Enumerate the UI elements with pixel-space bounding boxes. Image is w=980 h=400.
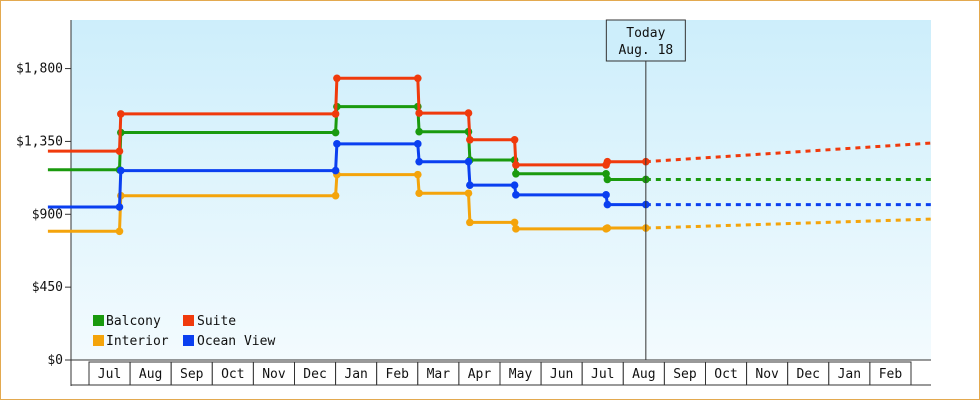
- data-point: [464, 189, 473, 198]
- data-point: [415, 189, 423, 198]
- data-point: [414, 74, 422, 83]
- legend-label-suite: Suite: [197, 314, 236, 329]
- data-point: [466, 218, 474, 227]
- legend-swatch-balcony: [93, 315, 104, 326]
- data-point: [331, 128, 340, 137]
- data-point: [466, 181, 474, 189]
- x-tick-label: Oct: [221, 367, 244, 382]
- legend-swatch-interior: [93, 335, 104, 346]
- x-tick-label: Feb: [879, 367, 903, 382]
- data-point: [464, 109, 473, 117]
- legend-label-ocean-view: Ocean View: [197, 334, 275, 349]
- data-point: [512, 170, 520, 178]
- x-tick-label: Aug: [632, 367, 655, 382]
- legend-label-balcony: Balcony: [106, 314, 161, 329]
- legend: Balcony Suite Interior Ocean View: [93, 314, 275, 349]
- data-point: [115, 227, 124, 236]
- data-point: [115, 147, 124, 155]
- x-tick-label: May: [509, 367, 533, 382]
- x-tick-label: Jun: [550, 367, 573, 382]
- x-tick-label: Jan: [344, 367, 367, 382]
- x-tick-label: Nov: [755, 367, 779, 382]
- legend-swatch-suite: [183, 315, 194, 326]
- y-tick-label: $1,350: [16, 134, 63, 149]
- data-point: [512, 161, 520, 169]
- data-point: [603, 224, 612, 232]
- series-ocean-view: [47, 140, 931, 211]
- data-point: [117, 166, 125, 175]
- y-tick-label: $1,800: [16, 62, 63, 77]
- data-point: [415, 157, 423, 166]
- data-point: [331, 110, 340, 118]
- y-tick-label: $900: [32, 207, 63, 222]
- series-suite: [47, 74, 932, 169]
- data-point: [512, 191, 520, 199]
- x-tick-label: Oct: [714, 367, 737, 382]
- month-cell: [869, 361, 912, 386]
- data-point: [117, 110, 125, 118]
- x-tick-label: Feb: [386, 367, 410, 382]
- x-tick-label: Jul: [591, 367, 614, 382]
- x-tick-label: Jul: [98, 367, 121, 382]
- x-tick-label: Aug: [139, 367, 162, 382]
- data-point: [333, 140, 341, 148]
- data-point: [331, 166, 340, 175]
- legend-label-interior: Interior: [106, 334, 169, 349]
- legend-swatch-ocean-view: [183, 335, 194, 346]
- x-tick-label: Sep: [180, 367, 204, 382]
- data-point: [510, 218, 519, 227]
- data-point: [510, 181, 519, 189]
- data-point: [510, 136, 519, 144]
- today-box: [605, 19, 686, 62]
- data-point: [414, 170, 422, 179]
- axes: $0 $450 $900 $1,350 $1,800 Jul Aug Sep Oct Nov Dec…: [16, 20, 931, 386]
- y-tick-label: $450: [32, 280, 63, 295]
- x-tick-label: Sep: [673, 367, 697, 382]
- plot-area: [71, 20, 931, 360]
- data-point: [331, 191, 340, 200]
- series-projection-interior: [645, 217, 932, 230]
- today-date: Aug. 18: [618, 43, 673, 58]
- data-point: [415, 109, 423, 117]
- data-point: [333, 74, 341, 83]
- data-point: [466, 136, 474, 144]
- x-tick-label: Apr: [468, 367, 492, 382]
- series-projection-suite: [645, 141, 932, 164]
- x-tick-label: Nov: [262, 367, 286, 382]
- data-point: [464, 157, 473, 166]
- data-point: [115, 203, 124, 211]
- series-line-interior: [47, 173, 646, 233]
- data-point: [602, 191, 610, 199]
- x-tick-label: Dec: [303, 367, 326, 382]
- y-tick-label: $0: [47, 353, 63, 368]
- today-marker: Today Aug. 18: [605, 19, 686, 360]
- data-point: [512, 225, 520, 233]
- x-tick-label: Mar: [427, 367, 451, 382]
- series-layer: [47, 74, 932, 236]
- series-line-ocean-view: [47, 142, 646, 209]
- series-line-balcony: [47, 105, 646, 181]
- x-tick-label: Dec: [797, 367, 820, 382]
- data-point: [603, 157, 612, 166]
- data-point: [603, 200, 612, 209]
- series-line-suite: [47, 76, 646, 167]
- today-label: Today: [626, 26, 665, 41]
- data-point: [415, 127, 423, 136]
- x-tick-label: Jan: [838, 367, 861, 382]
- data-point: [602, 170, 610, 178]
- data-point: [603, 175, 612, 184]
- data-point: [414, 140, 422, 148]
